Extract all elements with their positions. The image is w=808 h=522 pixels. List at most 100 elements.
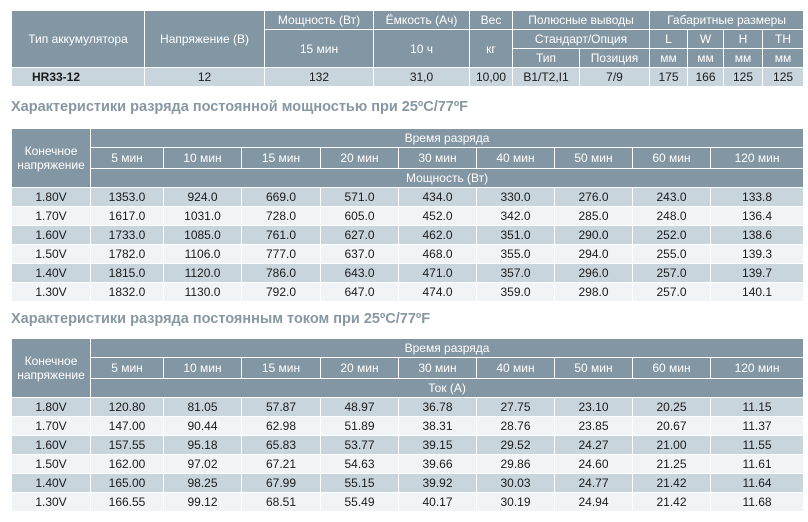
cell-value: 90.44: [163, 416, 242, 436]
cell-value: 285.0: [554, 206, 633, 226]
cell-value: 21.00: [632, 435, 711, 455]
cell-value: 51.89: [320, 416, 399, 436]
cell-value: 1120.0: [163, 263, 242, 283]
cell-value: 120.80: [90, 397, 164, 417]
cell-value: 39.66: [398, 454, 477, 474]
cell-value: 28.76: [476, 416, 555, 436]
cell-value: 139.7: [709, 263, 805, 283]
power-discharge-table: Конечное напряжение Время разряда 5 мин 10 …: [11, 128, 805, 302]
header-battery-type: Тип аккумулятора: [11, 10, 145, 68]
cell-end-voltage: 1.50V: [11, 454, 91, 474]
cell-H: 125: [723, 67, 764, 87]
cell-W: 166: [687, 67, 725, 87]
cell-terminal-type: B1/T2,I1: [512, 67, 580, 87]
header-time-column: 50 мин: [554, 357, 633, 379]
cell-terminal-position: 7/9: [578, 67, 651, 87]
cell-value: 99.12: [163, 492, 242, 512]
cell-end-voltage: 1.60V: [11, 225, 91, 245]
table-row: 1.80V 1353.0 924.0 669.0 571.0 434.0 330.0 276.…: [11, 187, 805, 207]
cell-value: 20.67: [632, 416, 711, 436]
cell-value: 924.0: [163, 187, 242, 207]
header-weight: Вес: [469, 10, 513, 30]
header-unit-mm: мм: [762, 48, 805, 68]
header-terminals: Полюсные выводы: [511, 10, 651, 30]
table-row: 1.30V 1832.0 1130.0 792.0 647.0 474.0 359.0 298…: [11, 282, 805, 302]
cell-value: 342.0: [476, 206, 555, 226]
cell-value: 605.0: [320, 206, 399, 226]
cell-value: 29.86: [476, 454, 555, 474]
cell-value: 95.18: [163, 435, 242, 455]
cell-value: 53.77: [320, 435, 399, 455]
cell-end-voltage: 1.40V: [11, 473, 91, 493]
cell-value: 637.0: [320, 244, 399, 264]
current-table-title: Характеристики разряда постоянным током …: [11, 311, 431, 327]
header-unit: Ток (А): [89, 378, 805, 398]
header-time-column: 10 мин: [163, 357, 242, 379]
cell-value: 39.92: [398, 473, 477, 493]
header-time-column: 60 мин: [632, 357, 711, 379]
header-weight-sub: кг: [469, 29, 513, 68]
table-row: 1.40V 1815.0 1120.0 786.0 643.0 471.0 357.0 296…: [11, 263, 805, 283]
cell-end-voltage: 1.30V: [11, 492, 91, 512]
cell-value: 55.49: [320, 492, 399, 512]
cell-value: 40.17: [398, 492, 477, 512]
header-time-column: 5 мин: [90, 357, 164, 379]
header-L: L: [649, 29, 689, 49]
cell-value: 157.55: [90, 435, 164, 455]
table-row: 1.70V 1617.0 1031.0 728.0 605.0 452.0 342.0 285…: [11, 206, 805, 226]
cell-value: 452.0: [398, 206, 477, 226]
cell-end-voltage: 1.40V: [11, 263, 91, 283]
cell-value: 24.94: [554, 492, 633, 512]
cell-value: 133.8: [709, 187, 805, 207]
cell-value: 67.99: [241, 473, 321, 493]
cell-value: 11.64: [709, 473, 805, 493]
cell-value: 669.0: [241, 187, 321, 207]
cell-value: 294.0: [554, 244, 633, 264]
cell-type: HR33-12: [11, 67, 145, 87]
header-unit-mm: мм: [723, 48, 764, 68]
cell-L: 175: [649, 67, 689, 87]
cell-value: 1353.0: [90, 187, 164, 207]
cell-weight: 10,00: [469, 67, 513, 87]
header-time-column: 15 мин: [241, 357, 321, 379]
cell-capacity: 31,0: [373, 67, 470, 87]
header-time-column: 120 мин: [709, 357, 805, 379]
cell-value: 255.0: [632, 244, 711, 264]
cell-end-voltage: 1.30V: [11, 282, 91, 302]
cell-end-voltage: 1.80V: [11, 187, 91, 207]
cell-value: 11.15: [709, 397, 805, 417]
cell-value: 23.85: [554, 416, 633, 436]
header-W: W: [687, 29, 725, 49]
cell-value: 11.68: [709, 492, 805, 512]
cell-value: 290.0: [554, 225, 633, 245]
cell-value: 136.4: [709, 206, 805, 226]
cell-value: 24.60: [554, 454, 633, 474]
table-row: 1.60V 1733.0 1085.0 761.0 627.0 462.0 351.0 290…: [11, 225, 805, 245]
cell-end-voltage: 1.70V: [11, 206, 91, 226]
header-power: Мощность (Вт): [264, 10, 374, 30]
cell-value: 355.0: [476, 244, 555, 264]
cell-value: 54.63: [320, 454, 399, 474]
header-H: H: [723, 29, 764, 49]
cell-end-voltage: 1.70V: [11, 416, 91, 436]
cell-value: 36.78: [398, 397, 477, 417]
cell-value: 11.55: [709, 435, 805, 455]
cell-value: 1130.0: [163, 282, 242, 302]
cell-end-voltage: 1.60V: [11, 435, 91, 455]
cell-value: 21.25: [632, 454, 711, 474]
cell-value: 67.21: [241, 454, 321, 474]
cell-value: 243.0: [632, 187, 711, 207]
header-capacity-sub: 10 ч: [373, 29, 470, 68]
cell-value: 248.0: [632, 206, 711, 226]
cell-value: 1031.0: [163, 206, 242, 226]
cell-value: 38.31: [398, 416, 477, 436]
header-TH: TH: [762, 29, 805, 49]
cell-value: 11.61: [709, 454, 805, 474]
cell-value: 792.0: [241, 282, 321, 302]
header-time-column: 20 мин: [320, 357, 399, 379]
cell-value: 1617.0: [90, 206, 164, 226]
cell-value: 571.0: [320, 187, 399, 207]
header-time-column: 20 мин: [320, 147, 399, 169]
header-dimensions: Габаритные размеры: [649, 10, 805, 30]
header-time-column: 5 мин: [90, 147, 164, 169]
